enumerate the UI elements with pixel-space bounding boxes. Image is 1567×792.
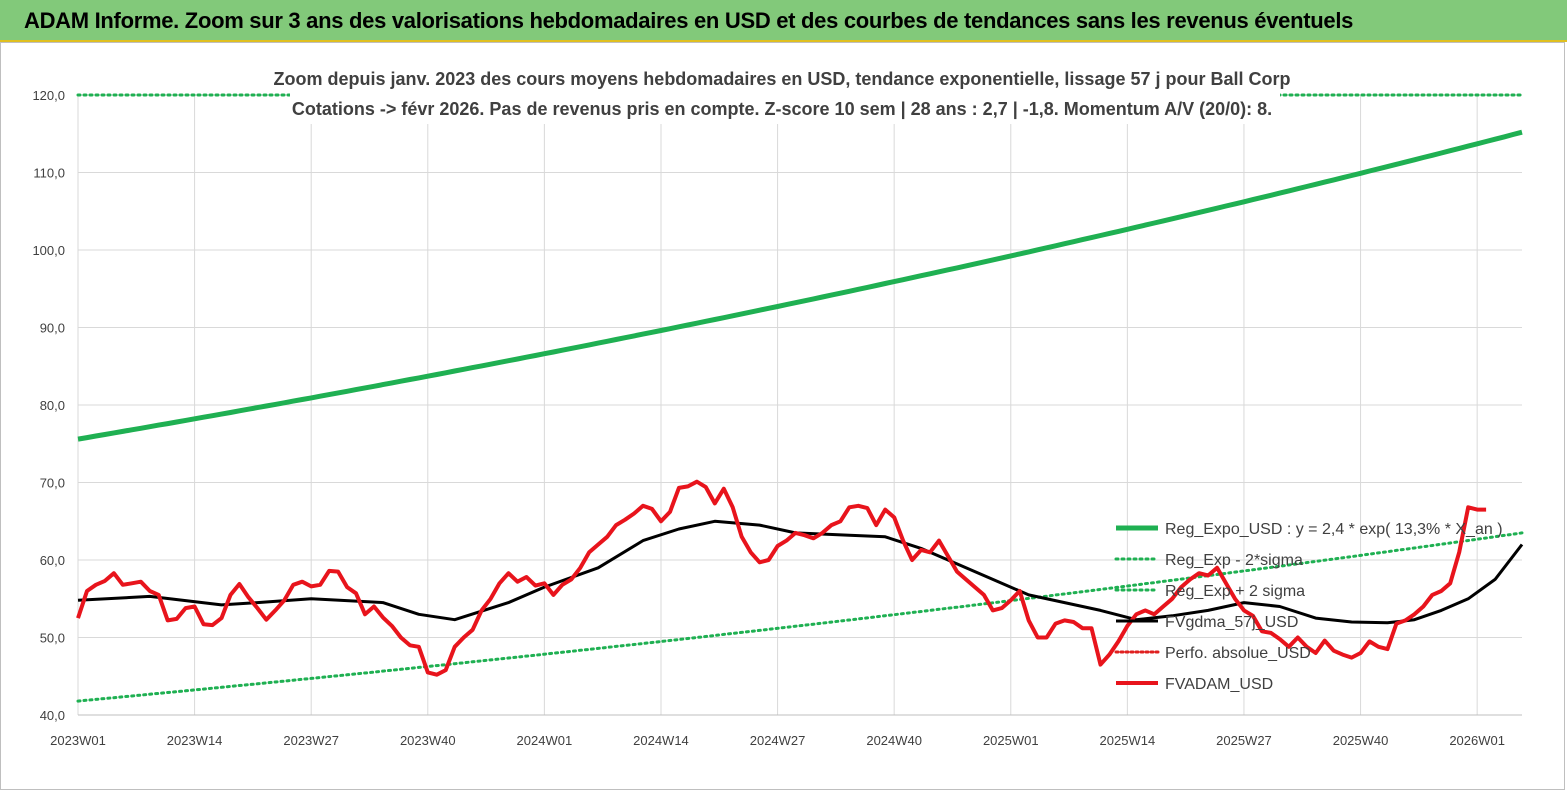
y-tick-label: 110,0: [33, 166, 65, 181]
x-tick-label: 2025W40: [1333, 733, 1389, 748]
series-reg-exp-minus-2sigma: [76, 531, 1524, 703]
x-tick-label: 2026W01: [1449, 733, 1505, 748]
x-tick-label: 2024W40: [866, 733, 922, 748]
series-layer: [76, 93, 1524, 703]
gridlines: [77, 94, 1522, 716]
legend-label: Perfo. absolue_USD: [1165, 645, 1311, 662]
x-tick-label: 2024W14: [633, 733, 689, 748]
header-bar: ADAM Informe. Zoom sur 3 ans des valoris…: [0, 0, 1567, 42]
y-tick-label: 80,0: [40, 398, 65, 413]
y-tick-label: 90,0: [40, 321, 65, 336]
y-tick-label: 40,0: [40, 708, 65, 723]
legend-label: Reg_Expo_USD : y = 2,4 * exp( 13,3% * X_…: [1165, 521, 1503, 538]
y-tick-label: 60,0: [40, 553, 65, 568]
x-tick-label: 2024W27: [750, 733, 806, 748]
legend: Reg_Expo_USD : y = 2,4 * exp( 13,3% * X_…: [1114, 521, 1503, 693]
x-tick-label: 2023W27: [283, 733, 339, 748]
y-tick-label: 70,0: [40, 476, 65, 491]
y-tick-label: 100,0: [32, 243, 65, 258]
y-axis: 40,0 50,0 60,0 70,0 80,0 90,0 100,0 110,0 120,0: [32, 88, 65, 723]
x-tick-label: 2025W27: [1216, 733, 1272, 748]
title-background: [290, 62, 1280, 124]
legend-label: Reg_Exp - 2*sigma: [1165, 552, 1303, 569]
report-title: ADAM Informe. Zoom sur 3 ans des valoris…: [24, 8, 1354, 33]
x-tick-label: 2023W40: [400, 733, 456, 748]
legend-label: FVgdma_57j_USD: [1165, 614, 1298, 631]
legend-label: Reg_Exp + 2 sigma: [1165, 583, 1305, 600]
x-tick-label: 2023W14: [167, 733, 223, 748]
chart-title-line2: Cotations -> févr 2026. Pas de revenus p…: [292, 99, 1272, 119]
chart-title-line1: Zoom depuis janv. 2023 des cours moyens …: [274, 69, 1291, 89]
series-reg-expo: [77, 129, 1523, 442]
x-tick-label: 2024W01: [517, 733, 573, 748]
series-fvadam: [76, 479, 1487, 677]
y-tick-label: 50,0: [40, 631, 65, 646]
x-tick-label: 2025W14: [1100, 733, 1156, 748]
x-axis: 2023W01 2023W14 2023W27 2023W40 2024W01 2024W…: [50, 714, 1522, 748]
chart-frame: [0, 42, 1565, 790]
x-tick-label: 2023W01: [50, 733, 106, 748]
legend-label: FVADAM_USD: [1165, 676, 1273, 693]
y-tick-label: 120,0: [32, 88, 65, 103]
x-tick-label: 2025W01: [983, 733, 1039, 748]
